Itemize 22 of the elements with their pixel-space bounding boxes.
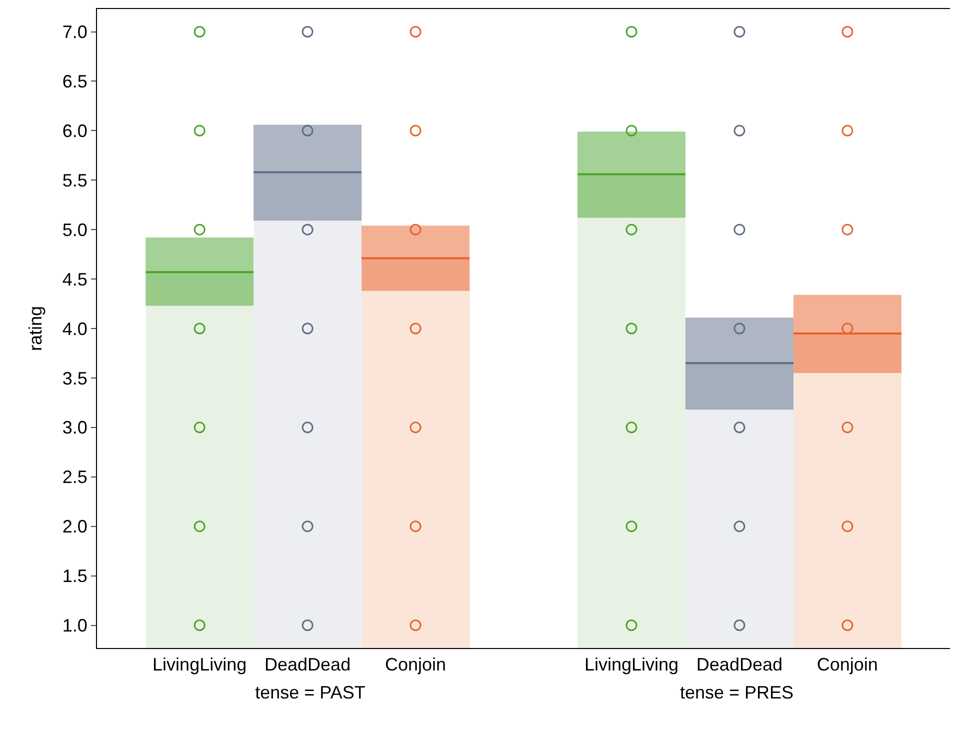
y-tick-label: 2.5 — [62, 467, 88, 488]
x-axis-title: tense = PAST — [255, 682, 366, 703]
x-tick-label: LivingLiving — [584, 654, 678, 675]
y-tick-label: 7.0 — [62, 22, 88, 42]
x-tick-label: Conjoin — [816, 654, 878, 675]
y-tick-label: 6.0 — [62, 120, 88, 141]
y-tick-label: 4.5 — [62, 269, 88, 290]
x-tick-label: DeadDead — [696, 654, 782, 675]
x-tick-label: Conjoin — [385, 654, 446, 675]
y-tick-label: 5.5 — [62, 170, 88, 190]
y-tick-label: 6.5 — [62, 72, 88, 92]
x-tick-label: LivingLiving — [152, 654, 247, 675]
y-tick-label: 5.0 — [62, 220, 88, 240]
y-tick-label: 2.0 — [62, 516, 88, 537]
x-tick-label: DeadDead — [264, 654, 351, 675]
y-tick-label: 3.0 — [62, 418, 88, 438]
y-tick-label: 3.5 — [62, 368, 88, 388]
y-tick-label: 1.0 — [62, 616, 88, 636]
y-axis-title: rating — [26, 306, 46, 352]
y-tick-label: 4.0 — [62, 318, 88, 339]
x-axis-title: tense = PRES — [680, 682, 794, 703]
y-tick-label: 1.5 — [62, 566, 88, 586]
